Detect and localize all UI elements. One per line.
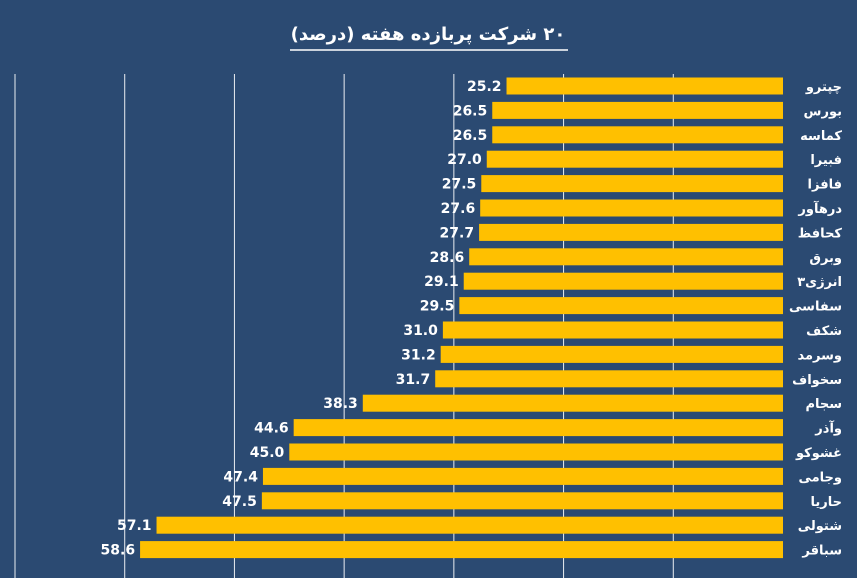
value-label: 31.0 (403, 323, 438, 339)
bar (140, 541, 783, 559)
bar (362, 394, 783, 412)
category-label: بورس (804, 104, 842, 119)
value-label: 29.1 (424, 274, 459, 290)
category-label: کماسه (800, 129, 842, 144)
category-label: سجام (805, 397, 842, 412)
bar (293, 419, 783, 437)
bars (140, 77, 783, 559)
category-label: چپترو (805, 80, 842, 95)
category-label: سباقر (801, 544, 842, 559)
value-label: 25.2 (467, 79, 502, 95)
category-label: سخواف (792, 373, 842, 388)
bar (492, 126, 783, 144)
category-label: فبیرا (810, 153, 842, 168)
bar (481, 175, 783, 193)
bar (459, 297, 783, 315)
value-label: 58.6 (101, 543, 136, 559)
value-label: 47.5 (222, 494, 257, 510)
value-labels: 25.2 26.5 26.5 27.0 27.5 27.6 27.7 28.6 29.1 29.5… (101, 79, 502, 559)
bar (463, 272, 783, 290)
value-label: 57.1 (117, 518, 152, 534)
bar (492, 101, 783, 119)
bar (506, 77, 783, 95)
value-label: 44.6 (254, 421, 289, 437)
value-label: 26.5 (453, 128, 488, 144)
value-label: 38.3 (323, 396, 358, 412)
value-label: 27.6 (441, 201, 476, 217)
category-label: شتولی (798, 519, 842, 534)
bar (480, 199, 783, 217)
value-label: 27.0 (447, 152, 482, 168)
chart-title: ۲۰ شرکت پربازده هفته (درصد) (291, 24, 566, 45)
bar (261, 492, 783, 510)
bar (156, 516, 783, 534)
value-label: 28.6 (430, 250, 465, 266)
bar (469, 248, 783, 266)
value-label: 27.5 (442, 177, 477, 193)
category-label: سفاسی (789, 300, 842, 315)
bar (479, 223, 783, 241)
category-label: درهآور (797, 200, 842, 217)
value-label: 31.2 (401, 347, 436, 363)
bar (486, 150, 783, 168)
bar (442, 321, 783, 339)
category-label: وبرق (809, 251, 842, 266)
value-label: 47.4 (223, 469, 258, 485)
category-label: وآذر (814, 420, 842, 437)
bar (435, 370, 783, 388)
category-label: حاریا (811, 495, 843, 510)
value-label: 26.5 (453, 103, 488, 119)
category-label: وسرمد (797, 348, 842, 363)
category-label: غشوکو (795, 446, 842, 461)
category-label: انرژی۳ (797, 275, 842, 290)
category-label: فافزا (808, 178, 842, 193)
value-label: 27.7 (440, 225, 475, 241)
category-label: وجامی (798, 470, 842, 485)
category-label: شکف (806, 324, 842, 339)
bar (289, 443, 783, 461)
bar (440, 345, 783, 363)
value-label: 29.5 (420, 299, 455, 315)
value-label: 31.7 (396, 372, 431, 388)
value-label: 45.0 (250, 445, 285, 461)
category-labels: چپترو بورس کماسه فبیرا فافزا درهآور کحافظ وبرق ا… (789, 80, 842, 559)
bar (262, 467, 783, 485)
category-label: کحافظ (798, 226, 843, 241)
